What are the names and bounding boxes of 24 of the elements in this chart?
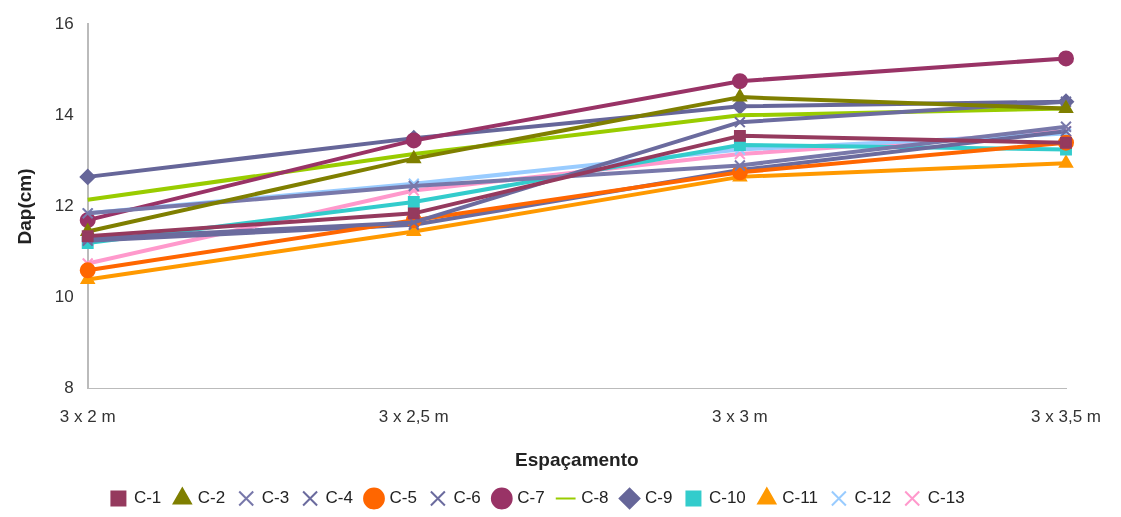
legend-label: C-11 bbox=[782, 488, 818, 508]
legend-label: C-8 bbox=[581, 488, 609, 508]
legend-label: C-9 bbox=[645, 488, 673, 508]
legend-label: C-5 bbox=[389, 488, 417, 508]
legend-label: C-13 bbox=[927, 488, 965, 508]
y-tick-label: 10 bbox=[54, 287, 74, 307]
x-axis-title: Espaçamento bbox=[515, 448, 639, 470]
y-tick-label: 8 bbox=[64, 378, 74, 398]
y-tick-label: 14 bbox=[54, 105, 74, 125]
x-tick-label: 3 x 3,5 m bbox=[1031, 406, 1101, 426]
legend-label: C-2 bbox=[197, 488, 226, 508]
legend-label: C-4 bbox=[325, 488, 353, 508]
legend-label: C-6 bbox=[453, 488, 481, 508]
y-tick-label: 16 bbox=[54, 13, 74, 33]
legend-label: C-1 bbox=[133, 488, 162, 508]
x-tick-label: 3 x 2,5 m bbox=[378, 406, 449, 426]
y-tick-label: 12 bbox=[54, 196, 74, 216]
legend-label: C-12 bbox=[854, 488, 892, 508]
legend-label: C-3 bbox=[261, 488, 290, 508]
x-tick-label: 3 x 2 m bbox=[59, 406, 116, 426]
legend-label: C-7 bbox=[517, 488, 545, 508]
legend-label: C-10 bbox=[708, 488, 746, 508]
x-tick-label: 3 x 3 m bbox=[712, 406, 768, 426]
y-axis-title: Dap(cm) bbox=[13, 168, 35, 245]
